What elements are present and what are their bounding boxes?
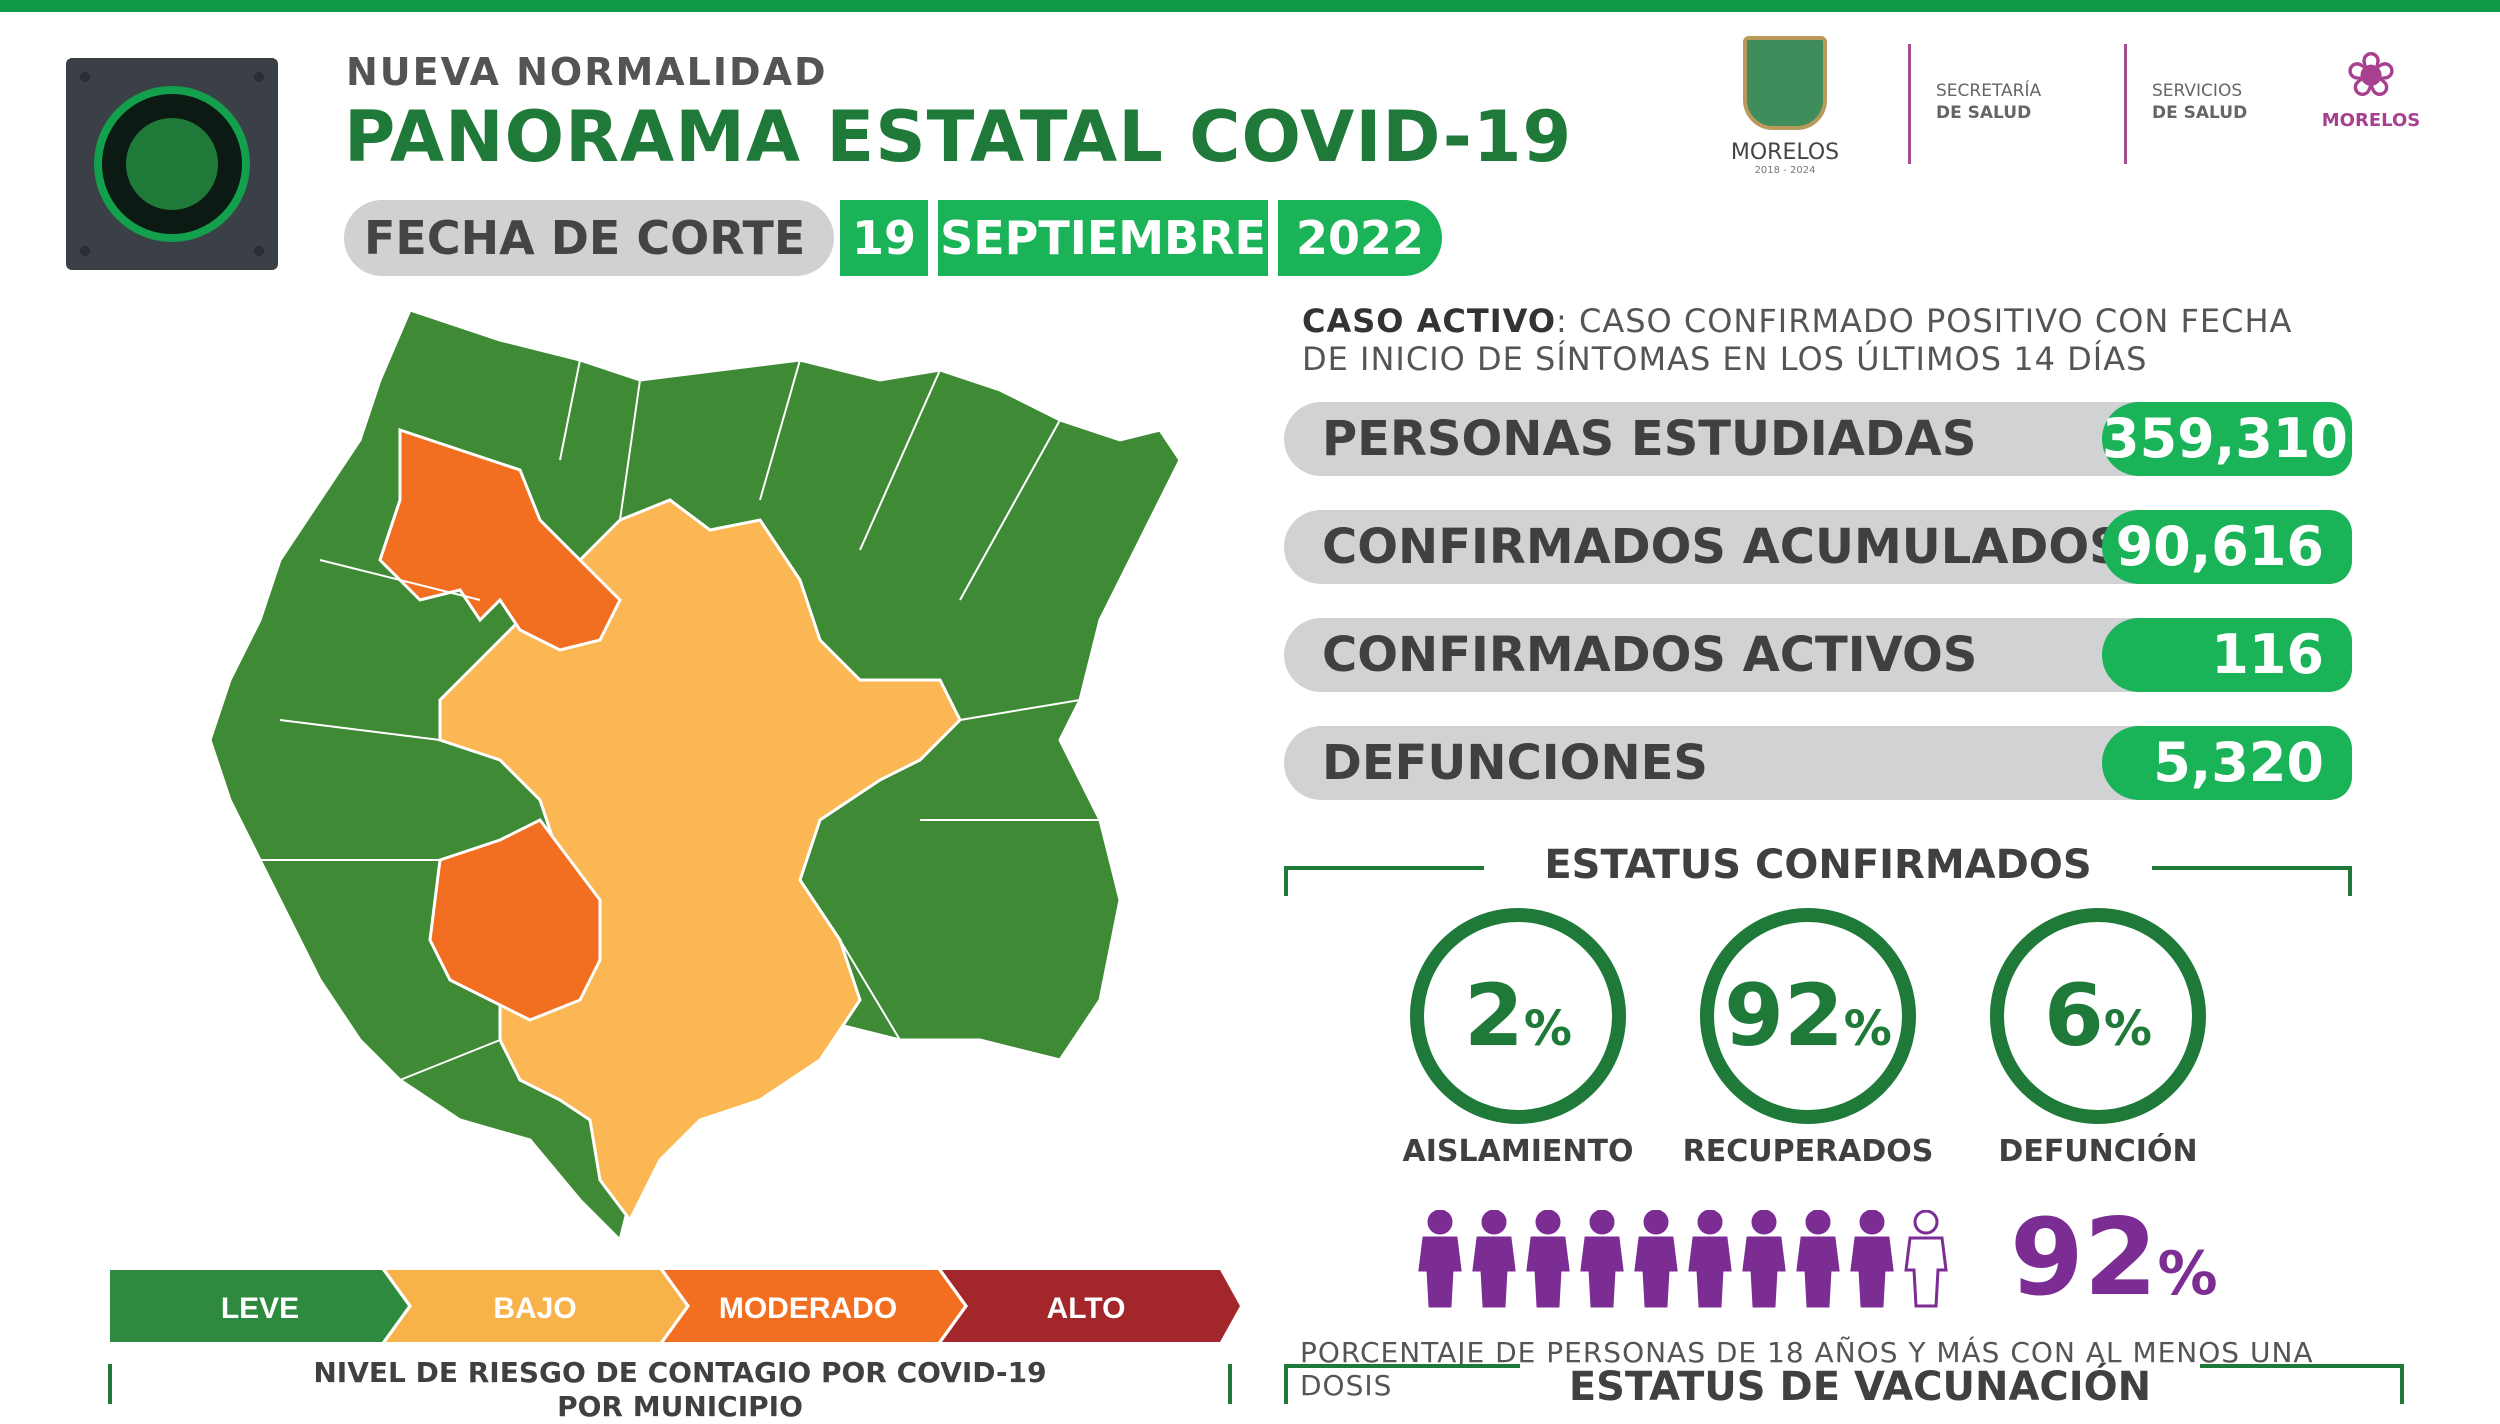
map-border-lines — [260, 359, 1100, 1081]
legend-label-alto: ALTO — [1047, 1292, 1126, 1325]
secretaria-line2: DE SALUD — [1936, 103, 2032, 123]
aislamiento-circle: 2% — [1410, 908, 1626, 1124]
morelos-logo-name: MORELOS — [1730, 140, 1840, 165]
legend-label-leve: LEVE — [221, 1292, 299, 1325]
semaphore-icon — [66, 58, 278, 270]
shield-icon — [1743, 36, 1827, 130]
servicios-salud-logo: SERVICIOS DE SALUD — [2152, 80, 2247, 124]
state-silhouette-icon — [126, 118, 218, 210]
legend-moderado — [664, 1270, 964, 1342]
legend-label-moderado: MODERADO — [719, 1292, 897, 1325]
vaccination-title: ESTATUS DE VACUNACIÓN — [1520, 1364, 2200, 1410]
fecha-day: 19 — [840, 200, 928, 276]
page-title: PANORAMA ESTATAL COVID-19 — [344, 96, 1573, 178]
person-outline-icon — [1904, 1210, 1948, 1308]
stat-confirmados-acumulados: CONFIRMADOS ACUMULADOS 90,616 — [1284, 510, 2352, 584]
lotus-logo: ❀ MORELOS — [2316, 38, 2426, 132]
bolt-icon — [80, 246, 90, 256]
subtitle: NUEVA NORMALIDAD — [346, 50, 828, 94]
estatus-title: ESTATUS CONFIRMADOS — [1484, 842, 2152, 888]
fecha-year: 2022 — [1278, 200, 1442, 276]
morelos-logo: MORELOS 2018 - 2024 — [1700, 36, 1870, 176]
logo-divider — [2124, 44, 2127, 164]
legend-bajo — [386, 1270, 686, 1342]
legend-label-bajo: BAJO — [493, 1292, 576, 1325]
vaccination-note: PORCENTAJE DE PERSONAS DE 18 AÑOS Y MÁS … — [1300, 1336, 2314, 1402]
defuncion-pct: 6 — [2044, 966, 2104, 1066]
secretaria-line1: SECRETARÍA — [1936, 81, 2042, 101]
aislamiento-label: AISLAMIENTO — [1402, 1134, 1634, 1169]
caso-activo-text: : CASO CONFIRMADO POSITIVO CON FECHA DE … — [1302, 302, 2293, 378]
servicios-line1: SERVICIOS — [2152, 81, 2243, 101]
fecha-month: SEPTIEMBRE — [938, 200, 1268, 276]
person-filled-icon — [1850, 1210, 1894, 1308]
stat-confirmados-activos: CONFIRMADOS ACTIVOS 116 — [1284, 618, 2352, 692]
person-filled-icon — [1688, 1210, 1732, 1308]
stat-value: 5,320 — [2102, 726, 2352, 800]
percent-sign: % — [1523, 1001, 1572, 1057]
morelos-logo-years: 2018 - 2024 — [1754, 165, 1816, 176]
servicios-line2: DE SALUD — [2152, 103, 2248, 123]
bolt-icon — [80, 72, 90, 82]
recuperados-pct: 92 — [1724, 966, 1844, 1066]
stat-value: 90,616 — [2102, 510, 2352, 584]
caso-activo-label: CASO ACTIVO — [1302, 302, 1557, 340]
aislamiento-pct: 2 — [1464, 966, 1524, 1066]
vaccination-people-icons — [1418, 1210, 1948, 1308]
stat-value: 116 — [2102, 618, 2352, 692]
percent-sign: % — [1843, 1001, 1892, 1057]
secretaria-salud-logo: SECRETARÍA DE SALUD — [1936, 80, 2041, 124]
person-filled-icon — [1742, 1210, 1786, 1308]
nivel-frame — [108, 1364, 1232, 1404]
person-filled-icon — [1418, 1210, 1462, 1308]
caso-activo-definition: CASO ACTIVO: CASO CONFIRMADO POSITIVO CO… — [1302, 302, 2342, 378]
stat-defunciones: DEFUNCIONES 5,320 — [1284, 726, 2352, 800]
bolt-icon — [254, 72, 264, 82]
logo-divider — [1908, 44, 1911, 164]
map-region-orange — [428, 818, 602, 1022]
recuperados-label: RECUPERADOS — [1682, 1134, 1934, 1169]
top-accent-line — [0, 0, 2500, 12]
vaccination-pct-value: 92 — [2010, 1196, 2158, 1319]
risk-legend: LEVE BAJO MODERADO ALTO — [110, 1270, 1240, 1342]
percent-sign: % — [2103, 1001, 2152, 1057]
vaccination-pct: 92% — [2010, 1196, 2218, 1319]
stat-value: 359,310 — [2102, 402, 2352, 476]
defuncion-circle: 6% — [1990, 908, 2206, 1124]
person-filled-icon — [1796, 1210, 1840, 1308]
map-region-yellow — [438, 498, 962, 1223]
person-filled-icon — [1580, 1210, 1624, 1308]
fecha-label: FECHA DE CORTE — [344, 200, 834, 276]
defuncion-label: DEFUNCIÓN — [1998, 1134, 2198, 1169]
nivel-caption: NIVEL DE RIESGO DE CONTAGIO POR COVID-19… — [300, 1356, 1060, 1424]
recuperados-circle: 92% — [1700, 908, 1916, 1124]
bolt-icon — [254, 246, 264, 256]
percent-sign: % — [2157, 1239, 2218, 1309]
stat-personas-estudiadas: PERSONAS ESTUDIADAS 359,310 — [1284, 402, 2352, 476]
state-risk-map — [208, 308, 1180, 1240]
person-filled-icon — [1634, 1210, 1678, 1308]
legend-leve — [110, 1270, 408, 1342]
person-filled-icon — [1526, 1210, 1570, 1308]
green-light-icon — [94, 86, 250, 242]
legend-alto — [942, 1270, 1240, 1342]
lotus-logo-name: MORELOS — [2321, 110, 2421, 131]
lotus-icon: ❀ — [2345, 38, 2397, 111]
person-filled-icon — [1472, 1210, 1516, 1308]
